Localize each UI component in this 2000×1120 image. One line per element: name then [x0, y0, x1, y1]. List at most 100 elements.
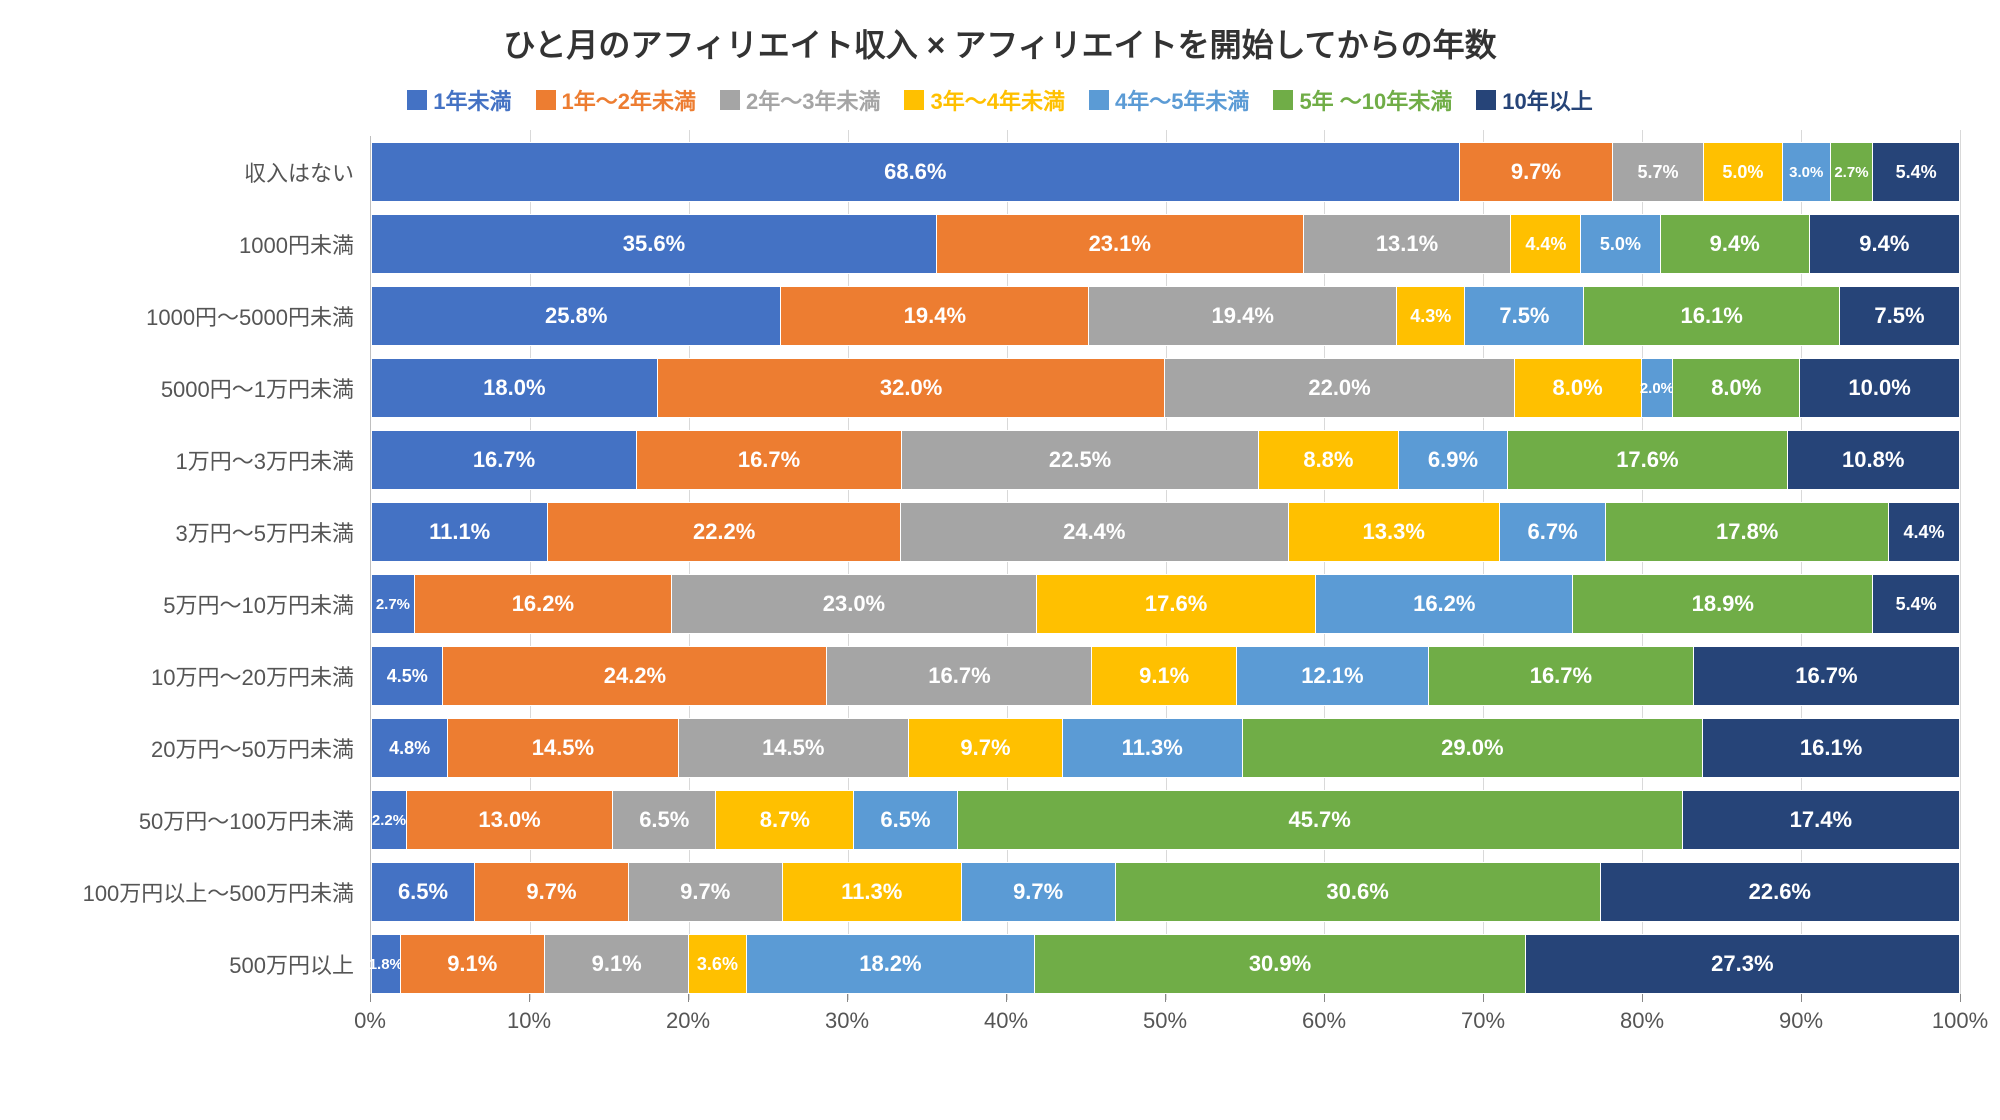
bar-segment: 4.8% — [372, 719, 448, 777]
bar-segment: 19.4% — [1089, 287, 1397, 345]
bar-segment: 4.4% — [1889, 503, 1959, 561]
bar-segment: 5.0% — [1581, 215, 1660, 273]
segment-value-label: 9.7% — [1511, 159, 1561, 185]
legend-item: 1年～2年未満 — [536, 84, 696, 116]
segment-value-label: 16.2% — [1413, 591, 1475, 617]
segment-value-label: 5.0% — [1722, 162, 1763, 183]
bar-segment: 11.1% — [372, 503, 548, 561]
legend-item: 10年以上 — [1476, 84, 1592, 116]
legend-label: 1年未満 — [433, 84, 511, 116]
x-axis-tick-label: 50% — [1143, 1008, 1187, 1034]
segment-value-label: 9.7% — [526, 879, 576, 905]
legend-label: 2年～3年未満 — [746, 84, 880, 116]
segment-value-label: 9.7% — [960, 735, 1010, 761]
segment-value-label: 17.6% — [1145, 591, 1207, 617]
stacked-bar: 18.0%32.0%22.0%8.0%2.0%8.0%10.0% — [371, 358, 1960, 418]
bar-segment: 68.6% — [372, 143, 1460, 201]
y-axis-label: 1000円～5000円未満 — [40, 280, 370, 352]
stacked-bar: 16.7%16.7%22.5%8.8%6.9%17.6%10.8% — [371, 430, 1960, 490]
legend-item: 3年～4年未満 — [904, 84, 1064, 116]
bar-segment: 23.1% — [937, 215, 1304, 273]
segment-value-label: 17.4% — [1790, 807, 1852, 833]
bar-row: 25.8%19.4%19.4%4.3%7.5%16.1%7.5% — [371, 280, 1960, 352]
segment-value-label: 14.5% — [532, 735, 594, 761]
bar-segment: 9.7% — [475, 863, 629, 921]
segment-value-label: 4.4% — [1903, 522, 1944, 543]
segment-value-label: 18.9% — [1692, 591, 1754, 617]
bar-segment: 5.4% — [1873, 143, 1959, 201]
bar-segment: 17.4% — [1683, 791, 1959, 849]
legend-label: 5年 ～10年未満 — [1299, 84, 1452, 116]
bar-segment: 8.7% — [716, 791, 854, 849]
x-axis-tick-label: 40% — [984, 1008, 1028, 1034]
segment-value-label: 68.6% — [884, 159, 946, 185]
legend-swatch — [720, 90, 740, 110]
segment-value-label: 10.0% — [1848, 375, 1910, 401]
segment-value-label: 2.0% — [1640, 380, 1674, 397]
segment-value-label: 6.5% — [398, 879, 448, 905]
legend-swatch — [1089, 90, 1109, 110]
y-axis-label: 1000円未満 — [40, 208, 370, 280]
segment-value-label: 25.8% — [545, 303, 607, 329]
bar-segment: 18.9% — [1573, 575, 1873, 633]
bar-segment: 16.7% — [827, 647, 1092, 705]
stacked-bar: 11.1%22.2%24.4%13.3%6.7%17.8%4.4% — [371, 502, 1960, 562]
stacked-bar: 1.8%9.1%9.1%3.6%18.2%30.9%27.3% — [371, 934, 1960, 994]
x-axis-tick-label: 100% — [1932, 1008, 1988, 1034]
segment-value-label: 17.8% — [1716, 519, 1778, 545]
segment-value-label: 5.4% — [1896, 162, 1937, 183]
bar-segment: 16.1% — [1584, 287, 1840, 345]
bar-segment: 5.0% — [1704, 143, 1783, 201]
segment-value-label: 5.0% — [1600, 234, 1641, 255]
bar-segment: 32.0% — [658, 359, 1166, 417]
bar-segment: 45.7% — [958, 791, 1683, 849]
segment-value-label: 5.4% — [1896, 594, 1937, 615]
bar-segment: 8.0% — [1515, 359, 1642, 417]
bar-segment: 10.8% — [1788, 431, 1959, 489]
segment-value-label: 19.4% — [1212, 303, 1274, 329]
bar-segment: 9.7% — [909, 719, 1063, 777]
y-axis-label: 3万円～5万円未満 — [40, 496, 370, 568]
bar-segment: 3.0% — [1783, 143, 1831, 201]
segment-value-label: 9.4% — [1710, 231, 1760, 257]
bar-segment: 17.6% — [1508, 431, 1787, 489]
segment-value-label: 22.6% — [1749, 879, 1811, 905]
bar-segment: 9.1% — [545, 935, 689, 993]
segment-value-label: 5.7% — [1638, 162, 1679, 183]
bar-segment: 24.2% — [443, 647, 827, 705]
segment-value-label: 23.0% — [823, 591, 885, 617]
bar-segment: 2.7% — [372, 575, 415, 633]
segment-value-label: 7.5% — [1874, 303, 1924, 329]
bar-segment: 9.7% — [1460, 143, 1614, 201]
segment-value-label: 16.1% — [1800, 735, 1862, 761]
x-axis-tick-label: 10% — [507, 1008, 551, 1034]
segment-value-label: 16.7% — [1530, 663, 1592, 689]
x-axis-tick-label: 70% — [1461, 1008, 1505, 1034]
segment-value-label: 45.7% — [1288, 807, 1350, 833]
segment-value-label: 4.8% — [389, 738, 430, 759]
y-axis-labels: 収入はない1000円未満1000円～5000円未満5000円～1万円未満1万円～… — [40, 136, 370, 1000]
segment-value-label: 11.3% — [841, 879, 902, 905]
segment-value-label: 16.1% — [1680, 303, 1742, 329]
bar-segment: 27.3% — [1526, 935, 1959, 993]
segment-value-label: 9.4% — [1859, 231, 1909, 257]
segment-value-label: 9.1% — [447, 951, 497, 977]
segment-value-label: 29.0% — [1441, 735, 1503, 761]
segment-value-label: 2.2% — [372, 812, 406, 829]
bar-segment: 24.4% — [901, 503, 1289, 561]
bar-segment: 17.6% — [1037, 575, 1316, 633]
bar-segment: 1.8% — [372, 935, 401, 993]
segment-value-label: 9.1% — [1139, 663, 1189, 689]
bar-segment: 22.0% — [1165, 359, 1514, 417]
legend-label: 10年以上 — [1502, 84, 1592, 116]
legend-label: 1年～2年未満 — [562, 84, 696, 116]
x-axis-tick-label: 60% — [1302, 1008, 1346, 1034]
bar-segment: 5.4% — [1873, 575, 1959, 633]
bar-row: 2.7%16.2%23.0%17.6%16.2%18.9%5.4% — [371, 568, 1960, 640]
segment-value-label: 17.6% — [1616, 447, 1678, 473]
stacked-bar: 4.8%14.5%14.5%9.7%11.3%29.0%16.1% — [371, 718, 1960, 778]
segment-value-label: 4.5% — [387, 666, 428, 687]
x-axis-tick-label: 0% — [354, 1008, 386, 1034]
stacked-bar: 2.7%16.2%23.0%17.6%16.2%18.9%5.4% — [371, 574, 1960, 634]
segment-value-label: 12.1% — [1301, 663, 1363, 689]
